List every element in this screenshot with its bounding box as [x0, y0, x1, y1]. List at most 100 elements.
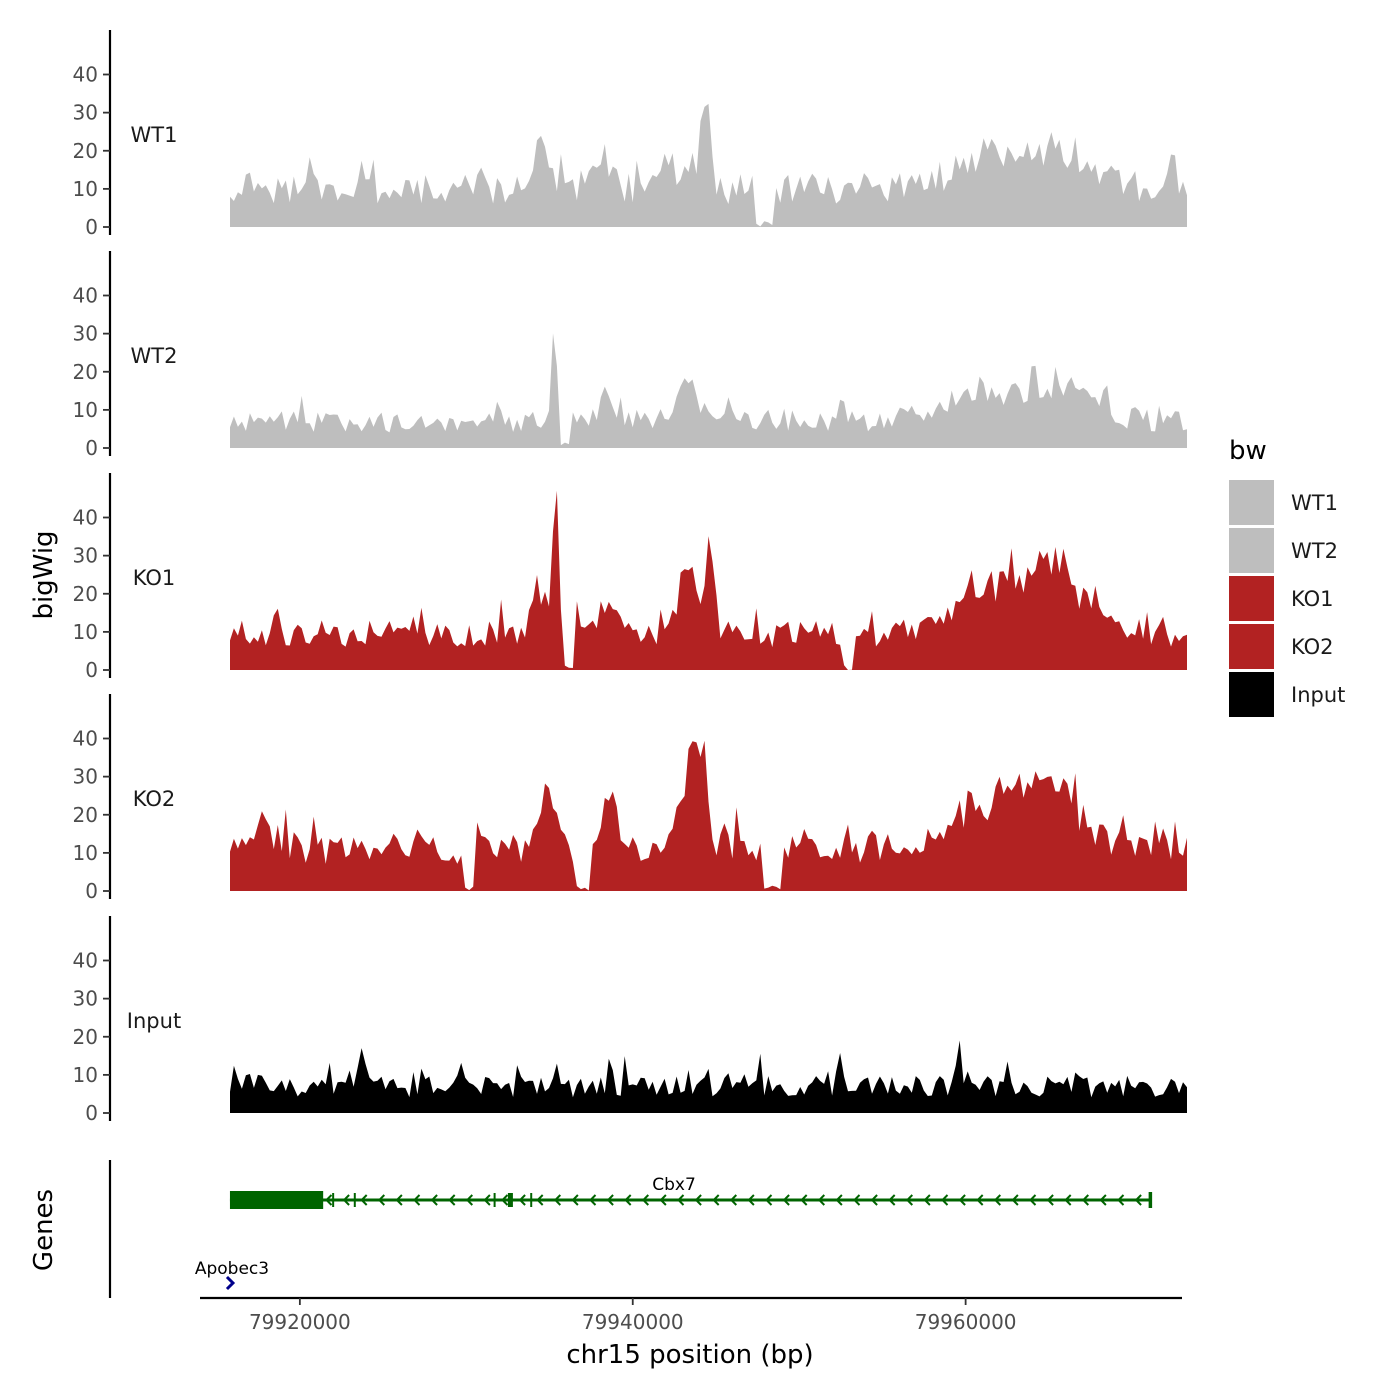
legend-label: KO2	[1291, 635, 1334, 659]
strand-arrow	[817, 1194, 826, 1206]
strand-arrow	[659, 1194, 667, 1206]
legend-key	[1229, 624, 1274, 669]
strand-arrow	[1081, 1194, 1090, 1206]
track-ko1: 0 10 20 30 40 KO1	[73, 473, 1187, 682]
strand-arrow	[1046, 1194, 1054, 1206]
gene-panel: Cbx7 Apobec3	[108, 1160, 1153, 1298]
track-label: WT1	[131, 123, 178, 147]
strand-arrow	[729, 1194, 738, 1206]
y-tick-label: 20	[73, 1025, 98, 1049]
legend-label: WT1	[1291, 491, 1338, 515]
strand-arrow	[923, 1194, 931, 1206]
gene-label-apobec3: Apobec3	[195, 1259, 269, 1279]
strand-arrow	[747, 1194, 755, 1206]
strand-arrow	[976, 1194, 984, 1206]
strand-arrow	[377, 1194, 386, 1206]
strand-arrow	[448, 1194, 456, 1206]
y-tick-label: 10	[73, 1063, 98, 1087]
strand-arrow	[835, 1194, 843, 1206]
coverage-area-ko1	[230, 490, 1187, 670]
legend-item-wt1: WT1	[1229, 480, 1338, 525]
legend-key	[1229, 672, 1274, 717]
strand-arrow	[765, 1194, 773, 1206]
y-tick-label: 10	[73, 841, 98, 865]
tracks: 0 10 20 30 40 WT1 0 10 20 30 40 WT2 0 10 20 30 40 KO1 0 10 2…	[73, 30, 1187, 1125]
strand-arrow	[641, 1194, 650, 1206]
track-ko2: 0 10 20 30 40 KO2	[73, 694, 1187, 903]
track-wt2: 0 10 20 30 40 WT2	[73, 251, 1187, 460]
y-tick-label: 0	[85, 658, 98, 682]
y-tick-label: 20	[73, 139, 98, 163]
strand-arrow	[800, 1194, 808, 1206]
x-axis: 79920000 79940000 79960000	[200, 1296, 1182, 1334]
strand-arrow	[606, 1194, 614, 1206]
legend-key	[1229, 480, 1274, 525]
track-label: KO2	[133, 787, 176, 811]
y-tick-label: 10	[73, 177, 98, 201]
strand-arrow	[712, 1194, 720, 1206]
legend: bw WT1 WT2 KO1 KO2 Input	[1229, 436, 1345, 717]
strand-arrow	[430, 1194, 438, 1206]
y-tick-label: 30	[73, 987, 98, 1011]
strand-arrow	[1011, 1194, 1019, 1206]
strand-arrow	[325, 1194, 333, 1206]
y-tick-label: 20	[73, 582, 98, 606]
strand-arrow	[694, 1194, 702, 1206]
strand-arrow	[1099, 1194, 1107, 1206]
strand-arrow	[993, 1194, 1002, 1206]
strand-arrow	[395, 1194, 403, 1206]
strand-arrow	[360, 1194, 368, 1206]
y-tick-label: 30	[73, 765, 98, 789]
strand-arrow	[1117, 1194, 1125, 1206]
y-tick-label: 30	[73, 322, 98, 346]
x-tick-label: 79940000	[582, 1310, 684, 1334]
gene-cbx7: Cbx7	[229, 1175, 1153, 1209]
legend-label: WT2	[1291, 539, 1338, 563]
strand-arrow	[483, 1194, 491, 1206]
strand-arrow	[958, 1194, 966, 1206]
coverage-area-ko2	[230, 740, 1187, 891]
x-tick-label: 79920000	[249, 1310, 351, 1334]
x-axis-title: chr15 position (bp)	[566, 1340, 813, 1370]
y-axis-title: bigWig	[29, 530, 59, 619]
gene-label-cbx7: Cbx7	[652, 1175, 696, 1195]
y-tick-label: 30	[73, 544, 98, 568]
y-tick-label: 0	[85, 436, 98, 460]
strand-arrow	[501, 1194, 509, 1206]
track-label: WT2	[131, 344, 178, 368]
gene-apobec3: Apobec3	[195, 1259, 269, 1291]
y-tick-label: 10	[73, 398, 98, 422]
strand-arrow	[782, 1194, 790, 1206]
y-tick-label: 20	[73, 803, 98, 827]
legend-title: bw	[1229, 436, 1267, 466]
strand-arrow	[1064, 1194, 1072, 1206]
coverage-area-input	[230, 1040, 1187, 1113]
gene-exon	[507, 1193, 513, 1207]
coverage-area-wt1	[230, 103, 1187, 227]
track-label: Input	[127, 1009, 181, 1033]
strand-arrow	[571, 1194, 579, 1206]
strand-arrow	[518, 1194, 526, 1206]
track-wt1: 0 10 20 30 40 WT1	[73, 30, 1187, 239]
strand-arrow	[536, 1194, 544, 1206]
track-label: KO1	[133, 566, 176, 590]
strand-arrow	[413, 1194, 421, 1206]
x-tick-label: 79960000	[915, 1310, 1017, 1334]
y-tick-label: 40	[73, 727, 98, 751]
legend-key	[1229, 576, 1274, 621]
y-tick-label: 10	[73, 620, 98, 644]
y-tick-label: 20	[73, 360, 98, 384]
strand-arrow	[870, 1194, 878, 1206]
strand-arrow	[465, 1194, 474, 1206]
strand-arrow	[677, 1194, 685, 1206]
strand-arrow	[553, 1194, 562, 1206]
y-tick-label: 40	[73, 949, 98, 973]
y-tick-label: 40	[73, 284, 98, 308]
strand-arrow	[589, 1194, 597, 1206]
strand-arrow	[1029, 1194, 1037, 1206]
track-input: 0 10 20 30 40 Input	[73, 916, 1187, 1125]
legend-label: KO1	[1291, 587, 1334, 611]
strand-arrow	[342, 1194, 350, 1206]
y-tick-label: 0	[85, 215, 98, 239]
